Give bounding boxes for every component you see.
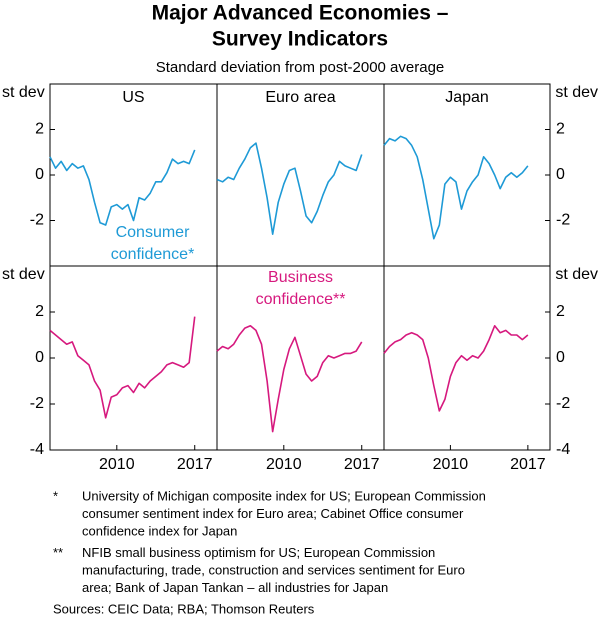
note-marker: * [53,488,58,503]
series-annotation: confidence* [111,246,195,263]
y-tick-label: -2 [30,395,44,412]
x-tick-label: 2017 [344,456,380,473]
x-tick-label: 2010 [433,456,469,473]
y-tick-label: -2 [556,395,570,412]
y-axis-label: st dev [555,84,598,101]
series-line [216,142,363,235]
series-annotation: confidence** [256,291,346,308]
y-tick-label: 2 [35,121,44,138]
note-text: area; Bank of Japan Tankan – all industr… [82,580,388,595]
y-tick-label: 0 [35,349,44,366]
panel-title: Japan [445,89,489,106]
note-text: consumer sentiment index for Euro area; … [82,506,464,521]
y-tick-label: 0 [556,166,565,183]
note-text: confidence index for Japan [82,523,237,538]
x-tick-label: 2017 [177,456,213,473]
note-text: NFIB small business optimism for US; Eur… [82,545,435,560]
y-tick-label: -4 [556,441,570,458]
chart-title: Survey Indicators [212,28,388,51]
x-tick-label: 2010 [99,456,135,473]
y-tick-label: -2 [556,212,570,229]
chart-subtitle: Standard deviation from post-2000 averag… [156,59,445,76]
y-tick-label: 2 [556,121,565,138]
panel-title: Euro area [265,89,335,106]
y-tick-label: -4 [30,441,44,458]
y-tick-label: 0 [35,166,44,183]
x-tick-label: 2010 [266,456,302,473]
x-tick-label: 2017 [510,456,546,473]
series-annotation: Consumer [116,224,190,241]
series-line [383,135,529,240]
y-tick-label: 2 [35,303,44,320]
plot-frame [49,83,551,451]
note-text: University of Michigan composite index f… [82,488,486,503]
series-annotation: Business [268,269,333,286]
note-text: manufacturing, trade, construction and s… [82,562,465,577]
chart-title: Major Advanced Economies – [152,2,449,25]
series-line [49,149,196,226]
y-tick-label: -2 [30,212,44,229]
y-axis-label: st dev [2,266,45,283]
series-line [49,316,196,419]
series-line [383,325,529,412]
panel-title: US [122,89,144,106]
y-axis-label: st dev [555,266,598,283]
y-tick-label: 0 [556,349,565,366]
series-line [216,325,363,433]
sources: Sources: CEIC Data; RBA; Thomson Reuters [53,601,315,616]
y-tick-label: 2 [556,303,565,320]
note-marker: ** [53,545,63,560]
y-axis-label: st dev [2,84,45,101]
